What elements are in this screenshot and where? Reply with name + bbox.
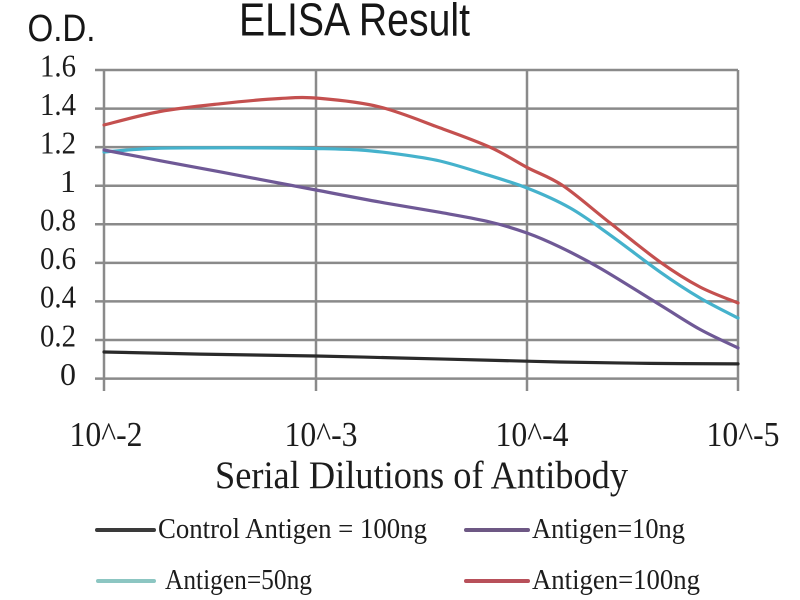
- svg-text:0: 0: [60, 356, 76, 392]
- svg-text:0.8: 0.8: [40, 202, 76, 238]
- svg-text:0.4: 0.4: [40, 279, 76, 315]
- svg-text:O.D.: O.D.: [28, 8, 96, 50]
- svg-text:Antigen=50ng: Antigen=50ng: [165, 564, 312, 596]
- svg-text:1.6: 1.6: [40, 47, 76, 83]
- svg-text:10^-3: 10^-3: [285, 415, 358, 454]
- svg-text:Serial Dilutions of Antibody: Serial Dilutions of Antibody: [215, 454, 628, 497]
- svg-text:0.6: 0.6: [40, 240, 76, 276]
- svg-text:1: 1: [60, 163, 76, 199]
- svg-text:Control Antigen = 100ng: Control Antigen = 100ng: [158, 513, 427, 545]
- svg-text:1.4: 1.4: [40, 86, 76, 122]
- svg-text:Antigen=10ng: Antigen=10ng: [532, 513, 685, 545]
- svg-text:ELISA Result: ELISA Result: [239, 0, 470, 46]
- svg-text:0.2: 0.2: [40, 317, 76, 353]
- svg-text:1.2: 1.2: [40, 124, 76, 160]
- svg-text:10^-4: 10^-4: [496, 415, 569, 454]
- svg-text:10^-2: 10^-2: [70, 415, 143, 454]
- svg-text:Antigen=100ng: Antigen=100ng: [532, 564, 700, 596]
- svg-text:10^-5: 10^-5: [707, 415, 780, 454]
